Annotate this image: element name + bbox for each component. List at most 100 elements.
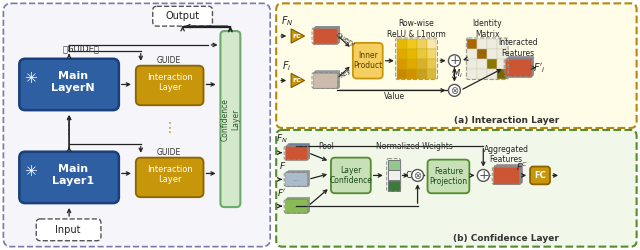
Bar [406,69,417,78]
Text: Normalized Weights: Normalized Weights [376,142,453,151]
Bar [287,197,310,211]
Bar [315,26,339,42]
Text: ...: ... [292,176,300,182]
Bar [285,146,307,160]
Bar [313,72,337,88]
Bar [287,170,310,184]
Bar [314,27,338,43]
Bar [286,171,308,185]
FancyBboxPatch shape [428,160,469,193]
Text: （GUIDE）: （GUIDE） [63,44,99,53]
FancyBboxPatch shape [353,43,383,78]
Bar [497,39,507,49]
Text: $+$: $+$ [449,54,460,67]
Text: Value: Value [384,92,405,101]
FancyBboxPatch shape [3,3,270,247]
Text: Interaction
Layer: Interaction Layer [147,73,193,92]
Bar [286,198,308,212]
Text: Layer1: Layer1 [52,176,94,186]
FancyBboxPatch shape [220,31,241,207]
Text: FC: FC [534,171,546,180]
Text: $F_i$: $F_i$ [282,59,292,72]
Text: $\otimes$: $\otimes$ [413,170,422,181]
Text: Pool: Pool [318,142,334,151]
Bar [417,69,426,78]
Circle shape [412,170,424,181]
Text: Main: Main [58,164,88,173]
Bar [467,59,477,69]
Bar [495,165,521,182]
Bar [495,164,522,182]
Text: Interacted
Features: Interacted Features [499,38,538,58]
FancyBboxPatch shape [276,3,637,128]
FancyBboxPatch shape [331,158,371,193]
Text: Input: Input [55,225,81,235]
Text: Key: Key [338,68,352,79]
Bar [397,59,406,69]
Bar [506,58,532,76]
Bar [493,166,519,184]
Bar [315,71,339,87]
Text: $F$: $F$ [278,160,286,171]
Bar [494,166,520,184]
Text: Identity
Matrix: Identity Matrix [472,20,502,39]
Bar [497,59,507,69]
Bar [388,181,399,191]
Bar [477,59,487,69]
Bar [497,69,507,78]
Bar [495,165,520,183]
Text: $F'_i$: $F'_i$ [532,61,545,74]
Bar [397,39,406,49]
FancyBboxPatch shape [136,66,204,105]
Bar [497,49,507,59]
Bar [417,49,426,59]
Bar [508,56,534,74]
Bar [506,58,532,75]
Text: (b) Confidence Layer: (b) Confidence Layer [453,234,559,243]
Bar [426,49,436,59]
Bar [314,72,338,87]
Bar [487,49,497,59]
Text: Query: Query [334,32,356,48]
Bar [426,69,436,78]
Bar [417,59,426,69]
Bar [487,69,497,78]
Bar [316,70,339,86]
Bar [467,69,477,78]
Bar [467,49,477,59]
Bar [285,172,308,186]
Bar [388,170,399,180]
Bar [477,49,487,59]
Bar [397,49,406,59]
Circle shape [449,84,460,96]
Bar [507,57,533,75]
Text: C: C [406,171,412,180]
Text: ⋮: ⋮ [62,123,76,137]
Text: Row-wise
ReLU & L1norm: Row-wise ReLU & L1norm [387,20,446,39]
Bar [287,198,309,211]
Bar [487,59,497,69]
Text: GUIDE: GUIDE [157,56,180,65]
Bar [285,145,308,159]
Bar [467,39,477,49]
Text: FC: FC [292,34,301,38]
Bar [397,69,406,78]
Bar [388,160,399,170]
Text: $+$: $+$ [477,169,489,182]
FancyBboxPatch shape [276,130,637,247]
FancyBboxPatch shape [530,166,550,184]
Text: Aggregated
Features: Aggregated Features [484,145,529,164]
Bar [406,39,417,49]
Text: Confidence
Layer: Confidence Layer [221,98,240,140]
Bar [314,72,337,88]
Bar [505,59,531,76]
Polygon shape [291,74,305,88]
Bar [313,28,337,44]
Text: $M_i$: $M_i$ [452,67,463,80]
FancyBboxPatch shape [19,59,119,110]
Text: ...: ... [292,203,300,209]
FancyBboxPatch shape [19,152,119,203]
Text: $\otimes$: $\otimes$ [450,85,459,96]
Circle shape [477,170,489,181]
Text: Inner
Product: Inner Product [353,51,383,70]
